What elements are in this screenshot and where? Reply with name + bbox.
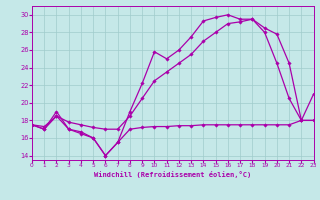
X-axis label: Windchill (Refroidissement éolien,°C): Windchill (Refroidissement éolien,°C)	[94, 171, 252, 178]
